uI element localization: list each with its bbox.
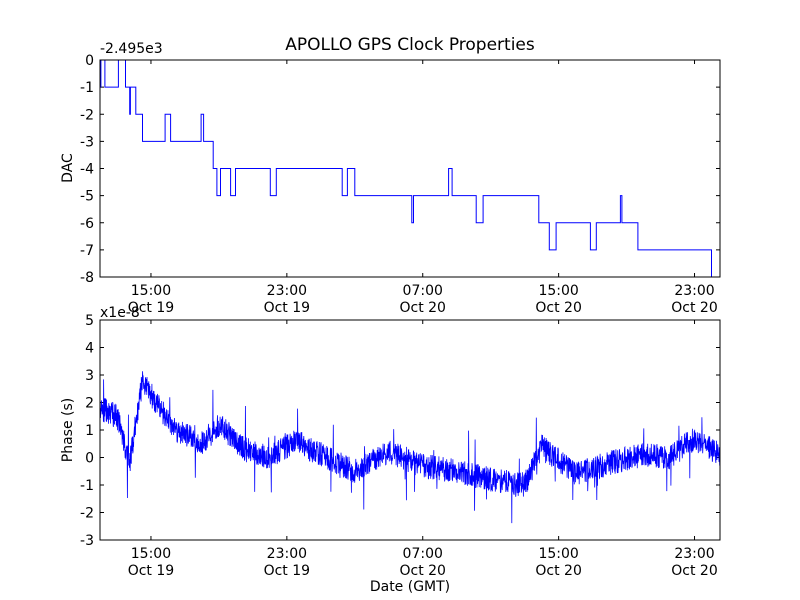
dac-series [100, 59, 720, 278]
phase-ytick-label: 4 [85, 341, 94, 357]
dac-ylabel: DAC [60, 153, 76, 183]
dac-ytick-label: -5 [80, 189, 94, 205]
phase-ytick-label: 5 [85, 313, 94, 329]
dac-ytick-label: -1 [80, 80, 94, 96]
phase-ylabel: Phase (s) [60, 398, 76, 462]
phase-ytick-label: 0 [85, 451, 94, 467]
dac-xtick-label: 23:00 [674, 283, 714, 299]
phase-xtick-label: Oct 20 [399, 563, 445, 579]
dac-xtick-label: 07:00 [403, 283, 443, 299]
dac-xtick-label: Oct 20 [399, 300, 445, 316]
dac-ytick-label: -2 [80, 107, 94, 123]
dac-xtick-label: 15:00 [538, 283, 578, 299]
chart-title: APOLLO GPS Clock Properties [285, 35, 535, 55]
dac-xtick-label: 23:00 [267, 283, 307, 299]
dac-series-line [100, 59, 720, 278]
phase-xtick-label: Oct 20 [671, 563, 717, 579]
x-axis-label: Date (GMT) [370, 579, 450, 595]
phase-xtick-label: Oct 19 [128, 563, 174, 579]
phase-xtick-label: 23:00 [267, 546, 307, 562]
dac-ytick-label: -4 [80, 162, 94, 178]
dac-ytick-label: -7 [80, 243, 94, 259]
dac-ytick-label: -3 [80, 134, 94, 150]
phase-series [99, 371, 721, 524]
phase-series-line [99, 371, 721, 524]
phase-xtick-label: 07:00 [403, 546, 443, 562]
phase-xtick-label: Oct 19 [264, 563, 310, 579]
dac-ytick-label: -8 [80, 270, 94, 286]
dac-offset-label: -2.495e3 [100, 41, 163, 57]
phase-ytick-label: 3 [85, 368, 94, 384]
dac-plot-frame [99, 59, 721, 278]
phase-plot-frame [99, 319, 721, 541]
dac-xtick-label: Oct 19 [264, 300, 310, 316]
phase-xtick-label: 23:00 [674, 546, 714, 562]
phase-xtick-label: 15:00 [131, 546, 171, 562]
phase-ytick-label: 1 [85, 423, 94, 439]
phase-ytick-label: -2 [80, 506, 94, 522]
dac-xtick-label: Oct 20 [535, 300, 581, 316]
dac-ytick-label: 0 [85, 53, 94, 69]
phase-ticks [100, 319, 720, 541]
phase-xtick-label: 15:00 [538, 546, 578, 562]
dac-xtick-label: Oct 19 [128, 300, 174, 316]
phase-ytick-label: -1 [80, 478, 94, 494]
dac-xtick-label: Oct 20 [671, 300, 717, 316]
dac-xtick-label: 15:00 [131, 283, 171, 299]
dac-ytick-label: -6 [80, 216, 94, 232]
phase-ytick-label: -3 [80, 533, 94, 549]
dac-ticks [100, 59, 720, 278]
phase-ytick-label: 2 [85, 396, 94, 412]
phase-xtick-label: Oct 20 [535, 563, 581, 579]
phase-offset-label: x1e-8 [100, 305, 140, 321]
